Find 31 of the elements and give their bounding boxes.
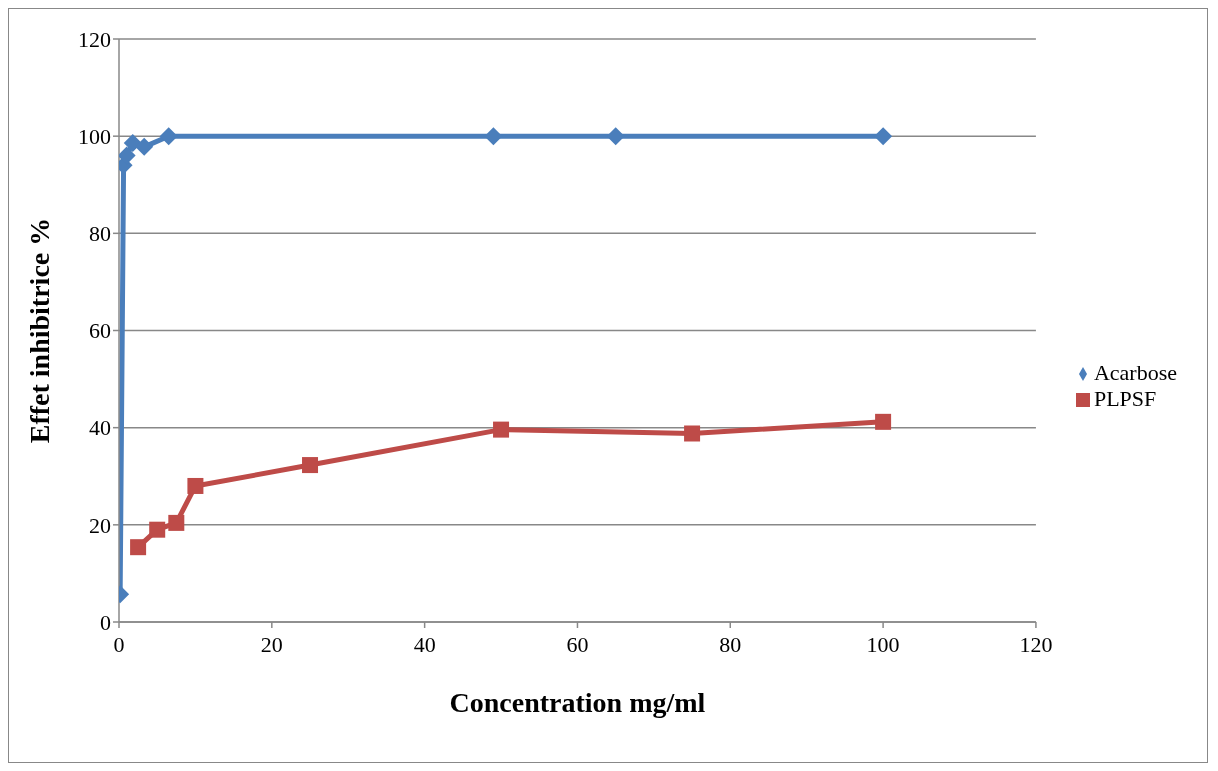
point [484,127,503,146]
x-tick-label: 60 [566,631,589,657]
y-axis-title: Effet inhibitrice % [23,217,55,444]
point [875,413,892,430]
y-tick-label: 120 [78,26,111,52]
y-tick-label: 20 [89,512,111,538]
point [135,137,154,156]
legend-label: Acarbose [1093,359,1177,385]
x-tick-label: 20 [260,631,283,657]
point [149,521,166,538]
x-tick-label: 40 [413,631,436,657]
point [606,127,625,146]
point [187,477,204,494]
y-tick-label: 80 [89,221,111,247]
legend-label: PLPSF [1093,385,1157,411]
point [684,425,701,442]
point [168,514,185,531]
x-tick-label: 100 [866,631,900,657]
point [123,133,142,152]
point [302,457,319,474]
point [130,539,147,556]
x-tick-label: 80 [719,631,742,657]
y-tick-label: 60 [89,318,111,344]
x-axis-title: Concentration mg/ml [449,687,706,718]
point [159,127,178,146]
y-tick-label: 40 [89,415,111,441]
x-tick-label: 120 [1019,631,1053,657]
y-tick-label: 0 [100,609,111,635]
y-tick-label: 100 [78,123,111,149]
point [874,127,893,146]
point [493,421,510,438]
